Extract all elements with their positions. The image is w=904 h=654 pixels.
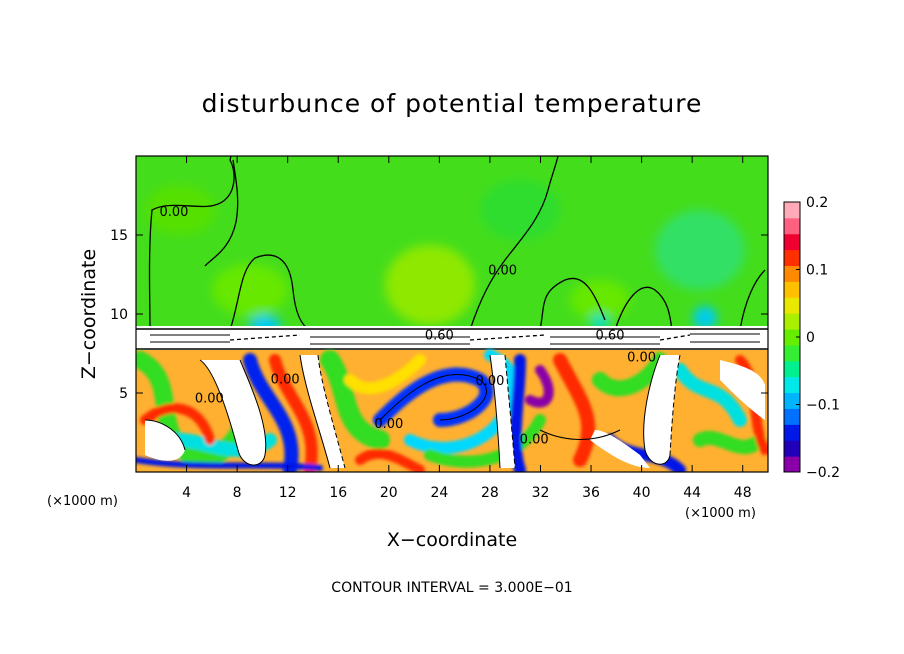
x-tick-label: 40 <box>633 485 651 501</box>
x-tick-label: 16 <box>329 485 347 501</box>
x-tick-label: 12 <box>279 485 297 501</box>
colorbar-segment <box>784 440 800 457</box>
contour-label: 0.00 <box>271 373 300 388</box>
colorbar-segment <box>784 376 800 394</box>
x-tick-label: 48 <box>734 485 752 501</box>
x-tick-label: 8 <box>233 485 242 501</box>
colorbar-tick-label: −0.2 <box>806 465 840 481</box>
contour-label: 0.00 <box>374 417 403 432</box>
colorbar-segment <box>784 408 800 425</box>
colorbar-segment <box>784 217 800 235</box>
colorbar-segment <box>784 344 800 362</box>
plot-area <box>136 156 768 472</box>
colorbar-tick-label: 0 <box>806 330 815 346</box>
contour-label: 0.00 <box>159 205 188 220</box>
colorbar-tick-label: 0.1 <box>806 263 828 279</box>
x-tick-label: 32 <box>532 485 550 501</box>
y-tick-label: 5 <box>119 386 128 402</box>
lower-contours <box>144 354 681 469</box>
y-tick-label: 10 <box>110 307 128 323</box>
x-tick-label: 24 <box>430 485 448 501</box>
colorbar-segment <box>784 313 800 330</box>
contour-interval-label: CONTOUR INTERVAL = 3.000E−01 <box>331 580 572 596</box>
x-tick-label: 28 <box>481 485 499 501</box>
colorbar-segment <box>784 281 800 298</box>
colorbar-tick-label: −0.1 <box>806 398 840 414</box>
colorbar-segment <box>784 265 800 282</box>
colorbar-segment <box>784 329 800 346</box>
colorbar-segment <box>784 392 800 409</box>
colorbar-segment <box>784 360 800 378</box>
colorbar-segment <box>784 424 800 441</box>
contour-label: 0.00 <box>488 264 517 279</box>
y-ticks: 5 10 15 <box>110 228 768 402</box>
y-tick-label: 15 <box>110 228 128 244</box>
chart-title: disturbunce of potential temperature <box>202 89 703 118</box>
band-contours <box>136 328 768 350</box>
contour-label: 0.00 <box>520 433 549 448</box>
colorbar-segment <box>784 249 800 267</box>
x-tick-label: 4 <box>182 485 191 501</box>
colorbar-segment <box>784 297 800 314</box>
colorbar-segment <box>784 202 800 219</box>
x-unit-right: (×1000 m) <box>685 506 756 521</box>
colorbar-ticks: 0.2 0.1 0 −0.1 −0.2 <box>796 195 840 481</box>
x-axis-label: X−coordinate <box>387 529 517 551</box>
x-tick-label: 44 <box>683 485 701 501</box>
x-tick-label: 36 <box>582 485 600 501</box>
colorbar-tick-label: 0.2 <box>806 195 828 211</box>
contour-label: 0.60 <box>596 328 625 343</box>
contour-label: 0.00 <box>475 374 504 389</box>
contour-label: 0.00 <box>195 391 224 406</box>
x-tick-label: 20 <box>380 485 398 501</box>
colorbar <box>783 201 801 473</box>
x-unit-left: (×1000 m) <box>47 494 118 509</box>
colorbar-segment <box>784 456 800 473</box>
neutral-band <box>136 326 768 350</box>
x-ticks: 4 8 12 16 20 24 28 32 36 40 44 48 <box>182 156 752 501</box>
y-axis-label: Z−coordinate <box>78 249 100 379</box>
colorbar-segment <box>784 233 800 251</box>
contour-label: 0.00 <box>627 350 656 365</box>
contour-label: 0.60 <box>425 328 454 343</box>
upper-contours <box>148 156 766 331</box>
contour-labels: 0.000.000.60 0.600.000.000.000.000.000.00 <box>159 205 656 448</box>
